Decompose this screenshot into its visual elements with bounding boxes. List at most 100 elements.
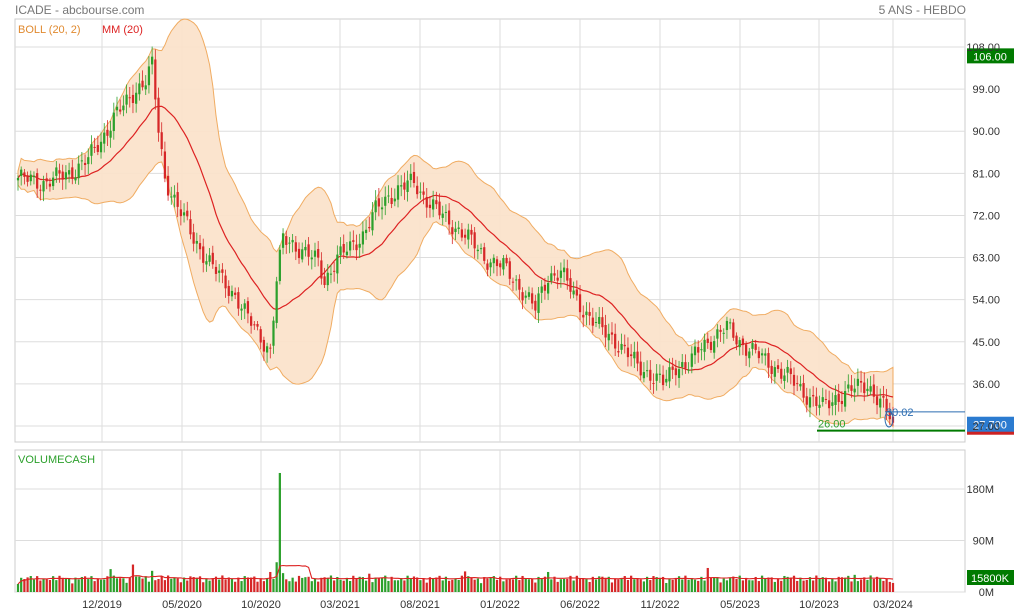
candle-body [99, 141, 103, 153]
candle [237, 287, 240, 316]
candle [812, 386, 815, 407]
volume-bar [422, 578, 425, 592]
candle [103, 123, 106, 153]
candle [269, 343, 272, 359]
candle [729, 318, 732, 330]
candle [463, 228, 467, 245]
candle [614, 323, 617, 356]
candle [738, 337, 741, 356]
candle-body [256, 324, 259, 327]
candle-body [253, 324, 256, 326]
volume-bar [317, 581, 320, 592]
volume-bar [176, 578, 179, 592]
volume-bar [358, 576, 361, 592]
candle [502, 254, 505, 276]
volume-bar [269, 571, 272, 592]
volume-bar [713, 577, 716, 592]
volume-bar [122, 578, 125, 592]
volume-bar [237, 577, 240, 592]
candle [99, 132, 103, 159]
volume-bar [192, 577, 195, 592]
volume-bar [221, 575, 224, 592]
candle [843, 380, 847, 412]
candle-body [888, 412, 891, 420]
volume-bar [352, 575, 355, 592]
volume-bar [189, 576, 192, 592]
candle [380, 197, 384, 220]
annotations: 30.02 26.00 106.00 27.700 15800K [817, 48, 1014, 585]
volume-bar [447, 580, 451, 592]
candle [741, 335, 745, 356]
candle [770, 360, 773, 384]
candle [882, 385, 885, 408]
candle-body [243, 303, 246, 309]
candle-body [20, 169, 23, 176]
volume-bar [275, 562, 278, 592]
candle-body [202, 246, 205, 263]
candle-body [125, 94, 128, 105]
candle [859, 370, 863, 393]
candle [83, 154, 87, 176]
volume-bar [649, 580, 652, 592]
volume-bar [489, 577, 492, 592]
candle [157, 87, 160, 142]
volume-bar [546, 571, 550, 592]
candle [230, 285, 234, 302]
candle [435, 191, 438, 209]
candle [26, 171, 29, 187]
candle [294, 236, 297, 261]
candle [135, 82, 138, 113]
candle [693, 339, 697, 365]
candle-body [582, 314, 585, 318]
candle-body [71, 167, 74, 179]
candle-body [818, 404, 821, 408]
legend-mm: MM (20) [102, 24, 143, 36]
volume-bar [45, 579, 48, 592]
volume-bar [566, 578, 569, 592]
candle-body [80, 160, 83, 162]
candle [42, 175, 45, 202]
candle-body [786, 366, 789, 373]
candle [93, 137, 96, 154]
volume-bar [160, 576, 163, 592]
candle [198, 235, 202, 260]
candle-body [176, 192, 179, 207]
candle-body [307, 244, 310, 257]
candle [451, 220, 454, 245]
candle [661, 365, 665, 391]
candle [80, 152, 83, 171]
candle [476, 244, 479, 260]
candle-body [336, 254, 339, 274]
volume-bar [246, 577, 250, 592]
candle-body [368, 226, 371, 229]
candle-body [831, 402, 834, 406]
candle-body [128, 97, 131, 99]
volume-bar [709, 577, 713, 592]
volume-bar [42, 579, 45, 592]
candle [403, 172, 406, 200]
candle [601, 307, 604, 335]
candle [253, 321, 256, 330]
candle-body [770, 365, 773, 374]
volume-bar [716, 577, 719, 592]
candle [368, 216, 371, 232]
candle [725, 316, 729, 339]
candle-body [796, 383, 799, 385]
candle-body [722, 332, 725, 334]
candle-body [741, 338, 745, 346]
candle-body [45, 178, 48, 182]
volume-bar [757, 581, 760, 592]
volume-bar [179, 582, 182, 592]
candle-body [604, 324, 607, 338]
volume-bar [432, 578, 435, 592]
candle-body [189, 219, 192, 235]
candle-body [572, 290, 575, 295]
candle [492, 254, 495, 274]
candle [840, 390, 844, 412]
candle [291, 233, 294, 253]
candle-body [374, 200, 377, 213]
volume-bar [119, 578, 122, 592]
candle-body [543, 284, 547, 291]
candle [371, 201, 374, 236]
